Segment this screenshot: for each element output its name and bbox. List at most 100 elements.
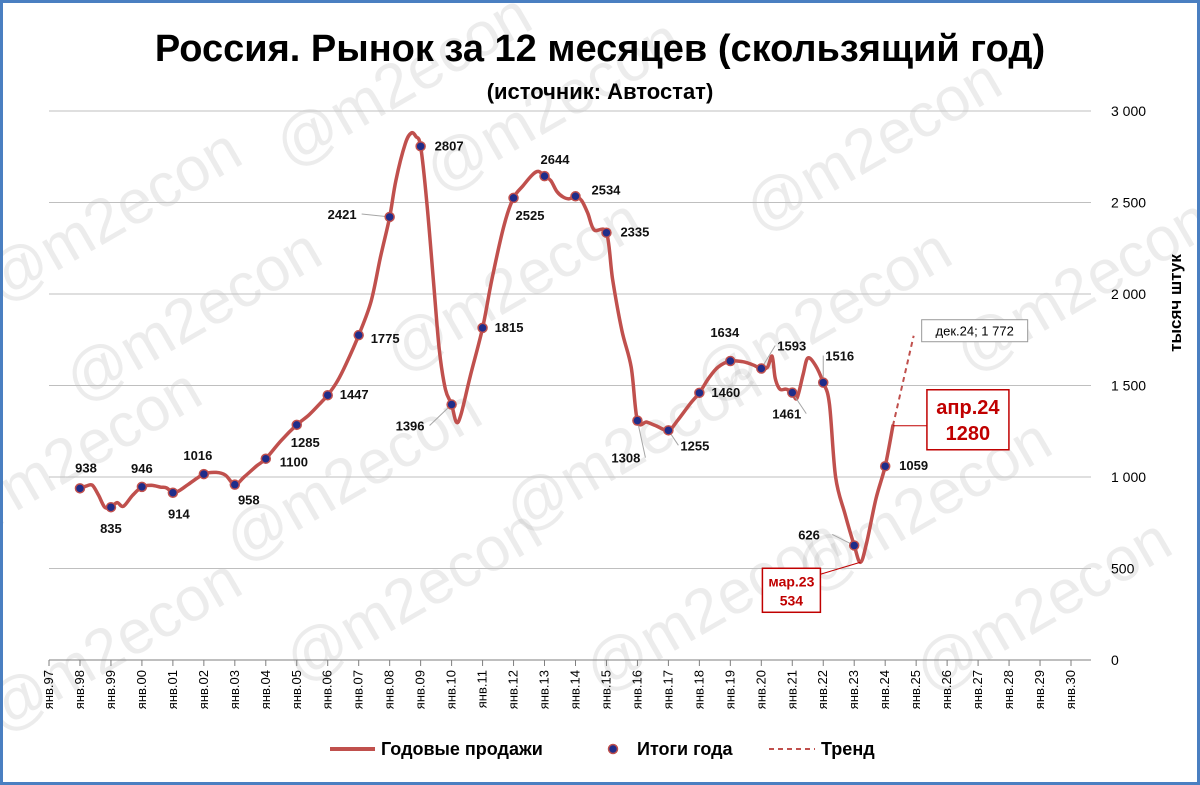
mar23-callout-box <box>761 567 822 614</box>
x-tick-label: янв.07 <box>351 670 366 709</box>
line-chart: @m2econ@m2econ@m2econ @m2econ@m2econ @m2ec… <box>3 3 1197 759</box>
data-label: 1396 <box>396 419 425 434</box>
x-tick-label: янв.17 <box>660 670 675 709</box>
trend-callout-label: дек.24; 1 772 <box>936 324 1014 339</box>
data-label: 1016 <box>183 448 212 463</box>
data-label: 1285 <box>291 435 320 450</box>
x-tick-label: янв.25 <box>908 670 923 709</box>
x-tick-label: янв.16 <box>629 670 644 709</box>
y-axis-label: тысяч штук <box>1166 254 1185 352</box>
data-label: 2534 <box>591 182 621 197</box>
x-tick-label: янв.29 <box>1032 670 1047 709</box>
data-label: 1308 <box>611 451 640 466</box>
data-label: 626 <box>798 527 820 542</box>
legend-label: Тренд <box>821 739 875 759</box>
year-total-marker <box>477 322 488 334</box>
x-tick-label: янв.06 <box>320 670 335 709</box>
data-label: 2421 <box>328 207 357 222</box>
data-label: 2335 <box>620 225 649 240</box>
x-tick-label: янв.05 <box>289 670 304 709</box>
data-label: 1460 <box>711 385 740 400</box>
x-tick-label: янв.30 <box>1063 670 1078 709</box>
year-total-marker <box>725 355 736 367</box>
year-total-marker <box>105 501 117 513</box>
x-tick-label: янв.02 <box>196 670 211 709</box>
x-tick-label: янв.20 <box>753 670 768 709</box>
apr24-callout-date: апр.24 <box>936 397 1000 419</box>
y-tick-label: 0 <box>1111 652 1119 668</box>
data-label: 1593 <box>777 338 806 353</box>
data-label: 2807 <box>435 138 464 153</box>
legend-swatch-marker <box>607 743 619 755</box>
x-tick-label: янв.00 <box>134 670 149 709</box>
label-leader-line <box>636 420 646 458</box>
year-total-marker <box>260 453 272 464</box>
year-total-marker <box>446 399 457 410</box>
data-label: 946 <box>131 461 153 476</box>
year-total-marker <box>539 170 550 182</box>
data-label: 938 <box>75 460 97 475</box>
year-total-marker <box>508 192 519 204</box>
year-total-marker <box>817 377 829 388</box>
year-total-marker <box>756 363 767 374</box>
trend-callout-box <box>921 319 1029 343</box>
x-tick-label: янв.09 <box>413 670 428 709</box>
year-total-marker <box>879 460 891 472</box>
x-tick-label: янв.04 <box>258 670 273 709</box>
x-tick-label: янв.12 <box>506 670 521 709</box>
year-total-marker <box>291 419 303 431</box>
year-total-marker <box>353 329 364 341</box>
x-tick-label: янв.24 <box>877 670 892 709</box>
chart-title: Россия. Рынок за 12 месяцев (скользящий … <box>155 28 1045 70</box>
year-total-marker <box>694 387 705 399</box>
x-tick-label: янв.23 <box>846 670 861 709</box>
data-label: 1447 <box>340 387 369 402</box>
x-tick-label: янв.21 <box>784 670 799 709</box>
series-line-trend <box>891 335 915 426</box>
x-tick-label: янв.26 <box>939 670 954 709</box>
year-total-marker <box>198 468 210 480</box>
year-total-marker <box>415 141 426 152</box>
x-tick-label: янв.97 <box>41 670 56 709</box>
y-tick-label: 3 000 <box>1111 103 1146 119</box>
x-tick-label: янв.18 <box>691 670 706 709</box>
data-label: 914 <box>168 507 190 522</box>
data-label: 958 <box>238 493 260 508</box>
year-total-marker <box>136 481 148 493</box>
data-label: 2644 <box>541 152 571 167</box>
y-tick-label: 500 <box>1111 561 1135 577</box>
year-total-marker <box>632 415 643 426</box>
callout-leader-line <box>820 561 861 575</box>
data-label: 1634 <box>710 325 740 340</box>
mar23-callout-date: мар.23 <box>768 573 814 589</box>
legend-label: Итоги года <box>637 739 734 759</box>
year-total-marker <box>787 387 798 398</box>
x-tick-label: янв.14 <box>567 670 582 709</box>
data-label: 1100 <box>280 455 308 470</box>
year-total-marker <box>848 540 860 551</box>
data-label: 1516 <box>825 349 854 364</box>
watermark: @m2econ <box>373 184 653 386</box>
y-tick-label: 1 000 <box>1111 469 1146 485</box>
data-label: 1461 <box>772 407 801 422</box>
x-tick-label: янв.13 <box>537 670 552 709</box>
year-total-marker <box>167 487 179 498</box>
x-tick-label: янв.19 <box>722 670 737 709</box>
year-total-marker <box>384 211 395 223</box>
x-tick-label: янв.22 <box>815 670 830 709</box>
data-label: 2525 <box>516 208 545 223</box>
chart-subtitle: (источник: Автостат) <box>487 79 714 104</box>
apr24-callout-box <box>926 389 1010 451</box>
apr24-callout-value: 1280 <box>946 423 991 445</box>
x-tick-label: янв.99 <box>103 670 118 709</box>
mar23-callout-value: 534 <box>780 592 804 608</box>
data-label: 1255 <box>680 438 709 453</box>
year-total-marker <box>229 479 241 490</box>
y-tick-label: 2 000 <box>1111 286 1146 302</box>
x-tick-label: янв.27 <box>970 670 985 709</box>
x-tick-label: янв.01 <box>165 670 180 709</box>
year-total-marker <box>74 483 86 494</box>
year-total-marker <box>322 389 333 401</box>
year-total-marker <box>601 227 612 238</box>
